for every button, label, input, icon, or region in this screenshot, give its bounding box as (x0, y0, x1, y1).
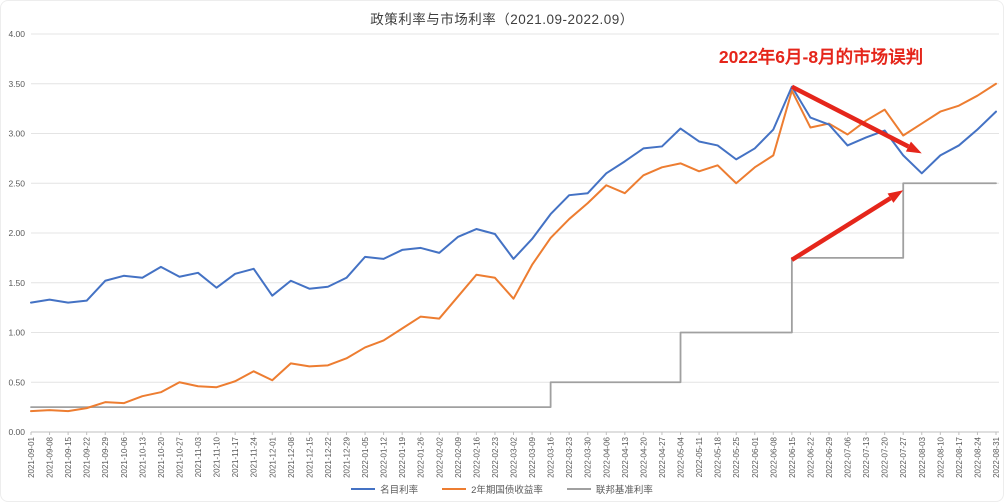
x-tick-label: 2022-02-09 (454, 436, 463, 477)
x-tick-label: 2022-06-01 (751, 436, 760, 477)
x-tick-label: 2021-12-29 (342, 436, 351, 477)
x-tick-label: 2021-09-08 (46, 436, 55, 477)
y-tick-label: 0.00 (8, 427, 25, 437)
x-tick-label: 2021-12-15 (305, 436, 314, 477)
x-tick-label: 2022-03-09 (528, 436, 537, 477)
x-tick-label: 2021-09-15 (64, 436, 73, 477)
x-tick-label: 2022-01-05 (361, 436, 370, 477)
x-tick-label: 2021-09-29 (101, 436, 110, 477)
x-tick-label: 2022-08-17 (955, 436, 964, 477)
x-tick-label: 2022-01-19 (398, 436, 407, 477)
legend-item-nominal-rate: 名目利率 (351, 482, 418, 496)
x-tick-label: 2022-03-02 (510, 436, 519, 477)
x-tick-label: 2022-07-13 (862, 436, 871, 477)
y-tick-label: 3.00 (8, 129, 25, 139)
x-tick-label: 2022-08-24 (973, 436, 982, 477)
x-tick-label: 2022-01-12 (380, 436, 389, 477)
x-tick-label: 2022-04-27 (658, 436, 667, 477)
x-tick-label: 2022-05-25 (732, 436, 741, 477)
x-tick-label: 2022-04-06 (602, 436, 611, 477)
x-tick-label: 2022-01-26 (417, 436, 426, 477)
legend-item-fed-funds-rate: 联邦基准利率 (566, 482, 653, 496)
legend-swatch-fed-funds-rate (566, 487, 591, 491)
x-tick-label: 2022-05-18 (714, 436, 723, 477)
legend-label: 名目利率 (380, 485, 419, 496)
x-tick-label: 2022-03-30 (584, 436, 593, 477)
legend-swatch-2y-treasury-yield (442, 487, 467, 491)
x-tick-label: 2022-02-02 (435, 436, 444, 477)
x-tick-label: 2022-03-23 (565, 436, 574, 477)
legend: 名目利率 2年期国债收益率 联邦基准利率 (1, 482, 1003, 496)
x-tick-label: 2022-07-27 (899, 436, 908, 477)
series-line-nominal-rate (30, 85, 997, 304)
y-tick-label: 1.50 (8, 278, 25, 288)
series-line-fed-funds-rate (30, 182, 997, 409)
x-tick-label: 2022-04-20 (639, 436, 648, 477)
x-tick-label: 2022-06-22 (806, 436, 815, 477)
x-tick-label: 2022-08-31 (992, 436, 1001, 477)
legend-swatch-nominal-rate (351, 487, 376, 491)
annotation-arrow (790, 196, 892, 262)
x-tick-label: 2021-10-20 (157, 436, 166, 477)
x-tick-label: 2021-09-22 (83, 436, 92, 477)
legend-label: 联邦基准利率 (595, 485, 653, 496)
annotation-arrowhead (905, 141, 922, 154)
x-tick-label: 2022-06-15 (788, 436, 797, 477)
x-tick-label: 2022-08-10 (936, 436, 945, 477)
y-tick-label: 2.00 (8, 228, 25, 238)
annotation-text: 2022年6月-8月的市场误判 (718, 47, 924, 67)
x-tick-label: 2021-11-03 (194, 436, 203, 477)
x-tick-label: 2021-11-10 (213, 436, 222, 477)
legend-label: 2年期国债收益率 (471, 485, 543, 496)
x-tick-label: 2022-07-06 (844, 436, 853, 477)
x-tick-label: 2021-12-22 (324, 436, 333, 477)
legend-item-2y-treasury-yield: 2年期国债收益率 (442, 482, 543, 496)
x-tick-label: 2022-02-23 (491, 436, 500, 477)
y-tick-label: 3.50 (8, 79, 25, 89)
annotation-arrow (790, 84, 910, 149)
chart-title: 政策利率与市场利率（2021.09-2022.09） (370, 12, 634, 27)
y-tick-label: 1.00 (8, 328, 25, 338)
x-tick-label: 2021-11-24 (250, 436, 259, 477)
x-tick-label: 2022-02-16 (472, 436, 481, 477)
x-tick-label: 2021-11-17 (231, 436, 240, 477)
x-tick-label: 2022-03-16 (547, 436, 556, 477)
series-line-2y-treasury-yield (30, 82, 997, 413)
x-tick-label: 2021-12-08 (287, 436, 296, 477)
x-tick-label: 2021-10-06 (120, 436, 129, 477)
annotation-arrowhead (887, 190, 904, 203)
y-tick-label: 0.50 (8, 377, 25, 387)
x-tick-label: 2021-12-01 (268, 436, 277, 477)
x-tick-label: 2022-06-29 (825, 436, 834, 477)
x-tick-label: 2022-06-08 (769, 436, 778, 477)
x-tick-label: 2022-05-04 (677, 436, 686, 477)
y-tick-label: 4.00 (8, 29, 25, 39)
x-tick-label: 2021-10-27 (175, 436, 184, 477)
x-tick-label: 2022-04-13 (621, 436, 630, 477)
x-tick-label: 2021-10-13 (138, 436, 147, 477)
x-tick-label: 2021-09-01 (27, 436, 36, 477)
x-tick-label: 2022-08-03 (918, 436, 927, 477)
x-tick-label: 2022-05-11 (695, 436, 704, 477)
y-tick-label: 2.50 (8, 178, 25, 188)
x-tick-label: 2022-07-20 (881, 436, 890, 477)
